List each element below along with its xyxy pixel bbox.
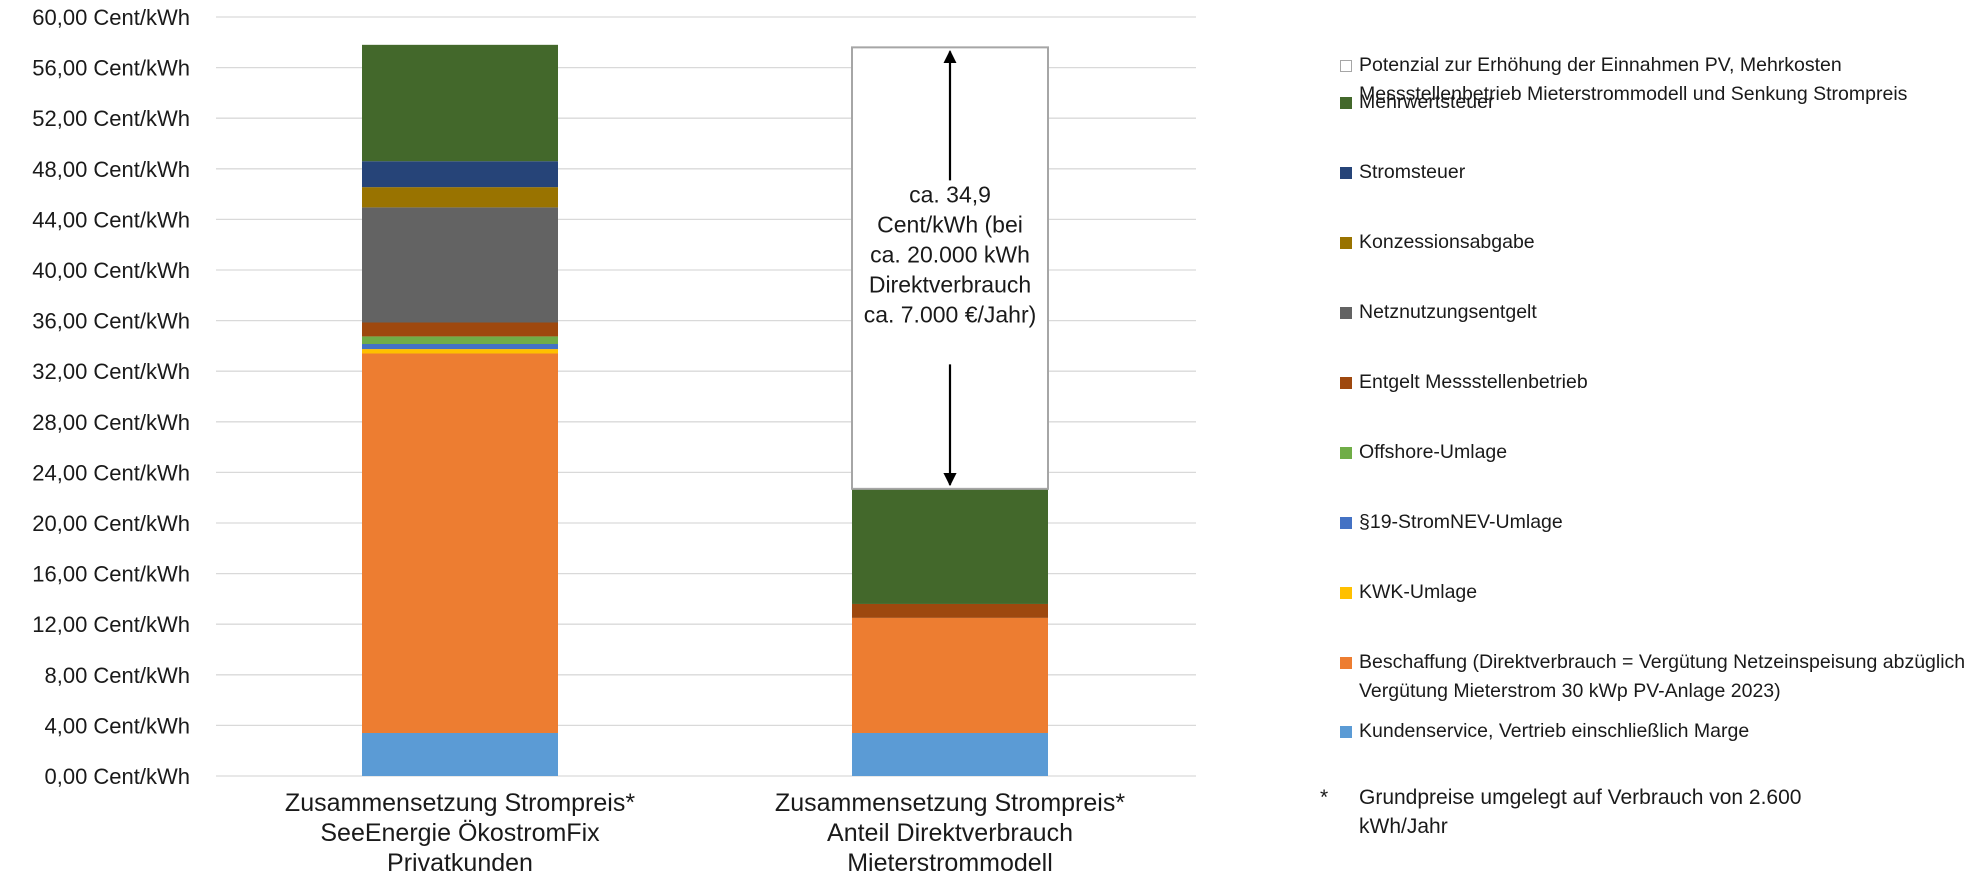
legend-item: Mehrwertsteuer [1340,88,1970,117]
legend-item: Entgelt Messstellenbetrieb [1340,368,1970,397]
legend-swatch [1340,587,1352,599]
footnote-marker: * [1320,786,1329,809]
legend-swatch [1340,447,1352,459]
legend-swatch [1340,517,1352,529]
legend-swatch [1340,657,1352,669]
stacked-bar-chart: 0,00 Cent/kWh 4,00 Cent/kWh 8,00 Cent/kWh 1… [32,5,1196,877]
bar-stack [851,46,1049,776]
legend: Potenzial zur Erhöhung der Einnahmen PV,… [1340,0,1970,878]
annotation-text: ca. 34,9 [909,181,991,207]
legend-swatch [1340,60,1352,72]
bar-segment [852,603,1048,618]
bar-segment [362,344,558,350]
legend-item: Stromsteuer [1340,158,1970,187]
y-tick-label: 4,00 Cent/kWh [44,713,190,738]
legend-label: Offshore-Umlage [1359,441,1508,463]
legend-swatch [1340,237,1352,249]
legend-label: Mehrwertsteuer [1359,91,1495,113]
y-tick-label: 44,00 Cent/kWh [32,207,190,232]
y-tick-label: 40,00 Cent/kWh [32,258,190,283]
legend-item: §19-StromNEV-Umlage [1340,508,1970,537]
y-tick-label: 52,00 Cent/kWh [32,106,190,131]
x-axis-category-labels: Zusammensetzung Strompreis*SeeEnergie Ök… [285,789,1125,877]
y-tick-label: 56,00 Cent/kWh [32,56,190,81]
legend-swatch [1340,167,1352,179]
legend-item: Offshore-Umlage [1340,438,1970,467]
legend-label: Netznutzungsentgelt [1359,301,1537,323]
y-tick-label: 60,00 Cent/kWh [32,5,190,30]
bar-segment [362,732,558,776]
legend-swatch [1340,97,1352,109]
legend-label: §19-StromNEV-Umlage [1359,511,1563,533]
annotation-text: Cent/kWh (bei [877,211,1023,237]
legend-label: Entgelt Messstellenbetrieb [1359,371,1588,393]
category-label: Zusammensetzung Strompreis* [285,789,635,817]
category-label: SeeEnergie ÖkostromFix [320,819,600,847]
legend-label: Potenzial zur Erhöhung der Einnahmen PV,… [1359,54,1908,105]
legend-label: KWK-Umlage [1359,581,1478,603]
legend-item: Potenzial zur Erhöhung der Einnahmen PV,… [1340,51,1970,109]
y-tick-label: 48,00 Cent/kWh [32,157,190,182]
y-tick-label: 20,00 Cent/kWh [32,511,190,536]
bar-segment [362,353,558,733]
annotation-text: ca. 7.000 €/Jahr) [864,301,1037,327]
legend-item: Konzessionsabgabe [1340,228,1970,257]
legend-label: Stromsteuer [1359,161,1466,183]
category-label: Privatkunden [387,849,533,877]
bar-segment [852,488,1048,604]
legend-label: Beschaffung (Direktverbrauch = Vergütung… [1359,651,1966,702]
legend-item: Netznutzungsentgelt [1340,298,1970,327]
bar-segment [362,322,558,337]
legend-label: Kundenservice, Vertrieb einschließlich M… [1359,720,1750,742]
bar-segment [852,617,1048,733]
legend-item: Beschaffung (Direktverbrauch = Vergütung… [1340,648,1970,706]
y-tick-label: 24,00 Cent/kWh [32,460,190,485]
y-tick-label: 8,00 Cent/kWh [44,663,190,688]
bar-segment [362,44,558,162]
y-tick-label: 0,00 Cent/kWh [44,764,190,789]
category-label: Mieterstrommodell [847,849,1053,877]
annotation-text: ca. 20.000 kWh [870,241,1030,267]
bar-segment [362,187,558,208]
annotation-text: Direktverbrauch [869,271,1031,297]
bar-segment [362,161,558,188]
legend-swatch [1340,307,1352,319]
legend-swatch [1340,726,1352,738]
bar-segment [362,207,558,323]
category-label: Zusammensetzung Strompreis* [775,789,1125,817]
bar-stack [362,44,558,776]
y-axis-tick-labels: 0,00 Cent/kWh 4,00 Cent/kWh 8,00 Cent/kWh 1… [32,5,190,789]
y-tick-label: 12,00 Cent/kWh [32,612,190,637]
bar-segment [362,336,558,345]
y-tick-label: 16,00 Cent/kWh [32,562,190,587]
legend-swatch [1340,377,1352,389]
footnote-text: Grundpreise umgelegt auf Verbrauch von 2… [1359,786,1802,838]
y-tick-label: 28,00 Cent/kWh [32,410,190,435]
legend-item: Kundenservice, Vertrieb einschließlich M… [1340,717,1970,746]
bar-stacks [362,44,1049,776]
bar-segment [852,732,1048,776]
y-tick-label: 36,00 Cent/kWh [32,309,190,334]
legend-label: Konzessionsabgabe [1359,231,1535,253]
legend-item: KWK-Umlage [1340,578,1970,607]
category-label: Anteil Direktverbrauch [827,819,1073,847]
footnote: * Grundpreise umgelegt auf Verbrauch von… [1320,783,1820,841]
bar-segment [362,349,558,354]
y-tick-label: 32,00 Cent/kWh [32,359,190,384]
potential-annotation: ca. 34,9 Cent/kWh (bei ca. 20.000 kWh Direk… [864,50,1037,487]
